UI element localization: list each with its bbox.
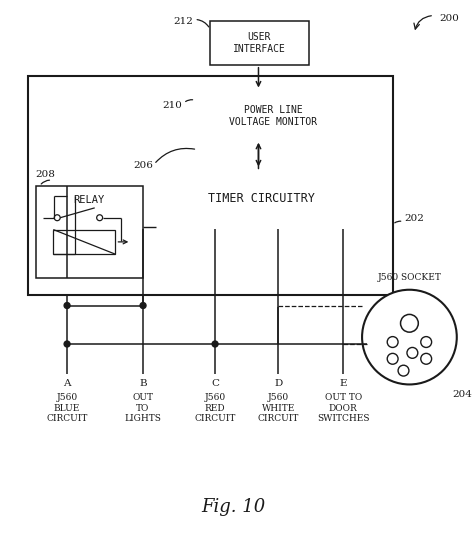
Text: J560 SOCKET: J560 SOCKET [377, 273, 441, 282]
Bar [53, 229, 116, 254]
Text: 204: 204 [452, 391, 472, 399]
Text: E: E [339, 379, 347, 387]
Circle shape [212, 341, 218, 347]
Circle shape [64, 341, 70, 347]
Bar [195, 90, 351, 142]
Text: OUT
TO
LIGHTS: OUT TO LIGHTS [125, 393, 162, 423]
Circle shape [362, 290, 457, 385]
Text: OUT TO
DOOR
SWITCHES: OUT TO DOOR SWITCHES [317, 393, 370, 423]
Text: J560
BLUE
CIRCUIT: J560 BLUE CIRCUIT [46, 393, 88, 423]
Text: B: B [139, 379, 147, 387]
Text: 208: 208 [36, 170, 55, 179]
Bar [156, 169, 367, 228]
Text: POWER LINE
VOLTAGE MONITOR: POWER LINE VOLTAGE MONITOR [229, 105, 317, 127]
Circle shape [140, 302, 146, 308]
Text: 210: 210 [163, 101, 182, 110]
Text: J560
RED
CIRCUIT: J560 RED CIRCUIT [194, 393, 236, 423]
Text: 212: 212 [173, 17, 193, 27]
Text: TIMER CIRCUITRY: TIMER CIRCUITRY [208, 193, 315, 206]
Text: C: C [211, 379, 219, 387]
Bar [36, 186, 143, 278]
Bar [27, 76, 392, 295]
Circle shape [64, 302, 70, 308]
Text: USER
INTERFACE: USER INTERFACE [233, 32, 286, 54]
Text: Fig. 10: Fig. 10 [202, 498, 266, 516]
Text: 200: 200 [439, 14, 459, 23]
Text: J560
WHITE
CIRCUIT: J560 WHITE CIRCUIT [257, 393, 299, 423]
Text: RELAY: RELAY [73, 195, 105, 205]
Text: D: D [274, 379, 283, 387]
Text: A: A [64, 379, 71, 387]
Text: 202: 202 [404, 214, 424, 223]
Bar [210, 22, 309, 65]
Text: 206: 206 [133, 161, 153, 170]
